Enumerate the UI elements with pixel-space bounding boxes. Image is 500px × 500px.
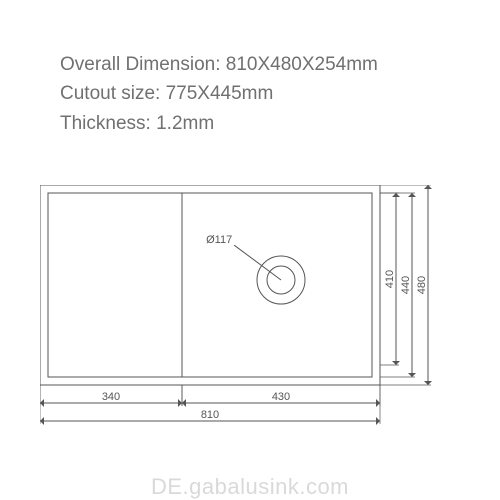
spec-text-block: Overall Dimension: 810X480X254mm Cutout … <box>60 50 378 138</box>
dimension-drawing: Ø117 340 430 810 410 440 480 <box>40 185 460 445</box>
watermark-text: DE.gabalusink.com <box>0 474 500 500</box>
svg-text:810: 810 <box>201 409 219 421</box>
svg-text:430: 430 <box>272 391 290 403</box>
svg-text:440: 440 <box>400 276 412 294</box>
spec-line-3: Thickness: 1.2mm <box>60 109 378 138</box>
spec-label: Cutout size: <box>60 83 160 104</box>
svg-text:410: 410 <box>384 270 396 288</box>
spec-label: Thickness: <box>60 113 151 134</box>
svg-text:480: 480 <box>416 276 428 294</box>
spec-value: 810X480X254mm <box>226 54 378 75</box>
spec-value: 775X445mm <box>166 83 274 104</box>
svg-text:Ø117: Ø117 <box>206 234 232 246</box>
svg-text:340: 340 <box>102 391 120 403</box>
spec-line-1: Overall Dimension: 810X480X254mm <box>60 50 378 79</box>
spec-value: 1.2mm <box>156 113 214 134</box>
spec-label: Overall Dimension: <box>60 54 221 75</box>
spec-line-2: Cutout size: 775X445mm <box>60 79 378 108</box>
